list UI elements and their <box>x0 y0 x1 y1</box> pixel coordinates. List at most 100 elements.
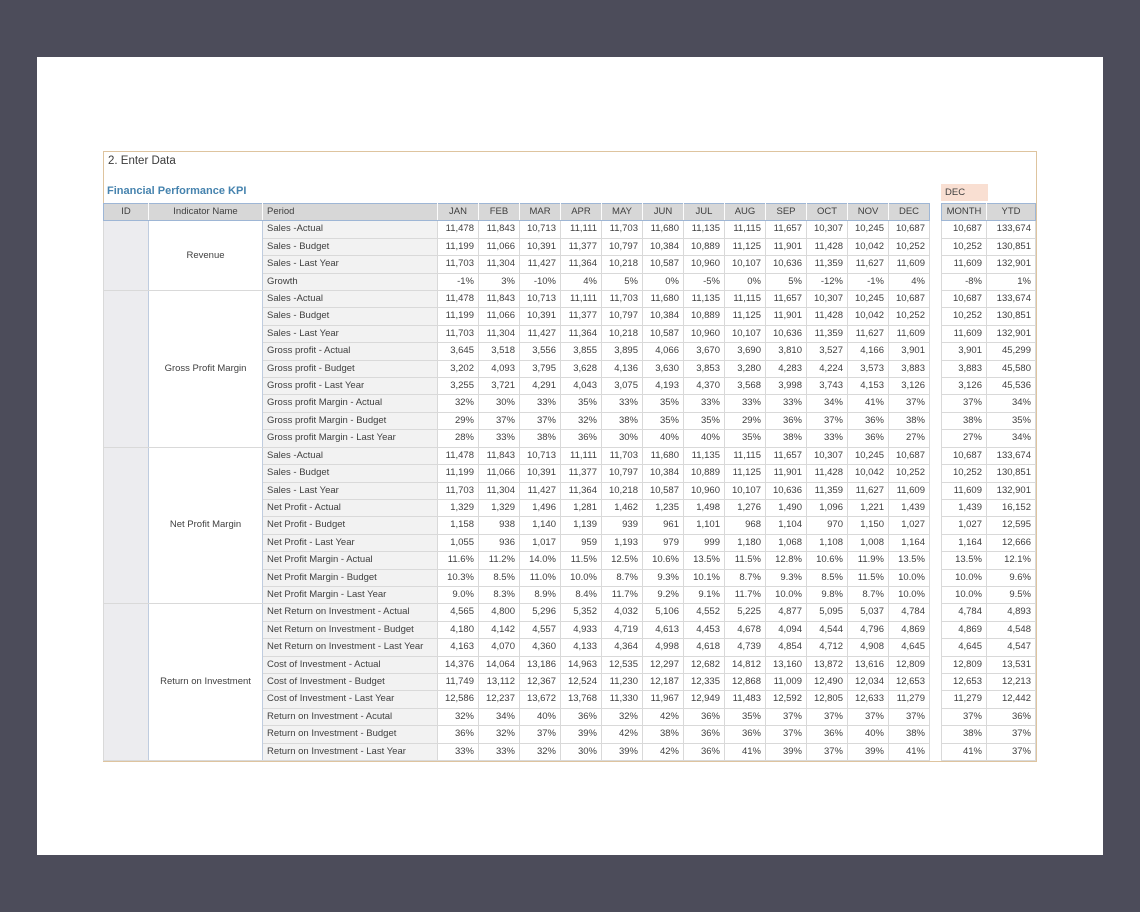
month-value-cell[interactable]: 34% <box>806 394 848 413</box>
month-value-cell[interactable]: 3,573 <box>847 359 889 379</box>
month-value-cell[interactable]: 11,364 <box>560 324 602 344</box>
month-value-cell[interactable]: 10.1% <box>683 568 725 587</box>
month-value-cell[interactable]: 11,428 <box>806 464 848 483</box>
month-value-cell[interactable]: 8.9% <box>519 585 561 605</box>
month-value-cell[interactable]: 36% <box>847 429 889 448</box>
month-value-cell[interactable]: 9.3% <box>765 568 807 587</box>
month-value-cell[interactable]: 10,252 <box>888 307 930 326</box>
month-value-cell[interactable]: 35% <box>642 411 684 431</box>
month-value-cell[interactable]: 1,017 <box>519 533 561 553</box>
month-value-cell[interactable]: 40% <box>683 429 725 448</box>
month-value-cell[interactable]: 3,527 <box>806 342 848 361</box>
month-value-cell[interactable]: 30% <box>601 429 643 448</box>
month-value-cell[interactable]: 41% <box>847 394 889 413</box>
month-value-cell[interactable]: 11,115 <box>724 290 766 309</box>
month-value-cell[interactable]: 9.1% <box>683 585 725 605</box>
month-value-cell[interactable]: 4,544 <box>806 620 848 640</box>
month-value-cell[interactable]: 11.0% <box>519 568 561 587</box>
month-value-cell[interactable]: 39% <box>560 725 602 744</box>
month-value-cell[interactable]: 11,967 <box>642 690 684 709</box>
month-value-cell[interactable]: 4,136 <box>601 359 643 379</box>
month-value-cell[interactable]: 3,075 <box>601 377 643 396</box>
month-value-cell[interactable]: 11.9% <box>847 551 889 570</box>
month-value-cell[interactable]: 11,627 <box>847 255 889 274</box>
month-value-cell[interactable]: 11,125 <box>724 307 766 326</box>
month-value-cell[interactable]: 41% <box>724 742 766 762</box>
month-value-cell[interactable]: 36% <box>806 725 848 744</box>
month-value-cell[interactable]: 11,359 <box>806 324 848 344</box>
month-value-cell[interactable]: 35% <box>724 707 766 727</box>
month-value-cell[interactable]: 10.3% <box>437 568 479 587</box>
month-value-cell[interactable]: 938 <box>478 516 520 535</box>
month-value-cell[interactable]: 33% <box>765 394 807 413</box>
month-value-cell[interactable]: 9.2% <box>642 585 684 605</box>
month-value-cell[interactable]: 4,364 <box>601 638 643 657</box>
month-value-cell[interactable]: 5% <box>601 272 643 292</box>
month-value-cell[interactable]: 0% <box>642 272 684 292</box>
month-value-cell[interactable]: 12,335 <box>683 672 725 692</box>
month-value-cell[interactable]: 14.0% <box>519 551 561 570</box>
month-value-cell[interactable]: 10,218 <box>601 255 643 274</box>
month-value-cell[interactable]: 30% <box>478 394 520 413</box>
month-value-cell[interactable]: 11,009 <box>765 672 807 692</box>
month-value-cell[interactable]: 11,135 <box>683 290 725 309</box>
month-value-cell[interactable]: 11,230 <box>601 672 643 692</box>
month-value-cell[interactable]: 10,252 <box>888 464 930 483</box>
month-value-cell[interactable]: 37% <box>478 411 520 431</box>
month-value-cell[interactable]: 38% <box>519 429 561 448</box>
month-value-cell[interactable]: 12,237 <box>478 690 520 709</box>
month-value-cell[interactable]: 13,616 <box>847 655 889 674</box>
month-value-cell[interactable]: 1,068 <box>765 533 807 553</box>
month-value-cell[interactable]: 11,364 <box>560 481 602 500</box>
month-value-cell[interactable]: 36% <box>560 429 602 448</box>
month-value-cell[interactable]: 33% <box>683 394 725 413</box>
month-value-cell[interactable]: 10,107 <box>724 481 766 500</box>
month-value-cell[interactable]: 4,283 <box>765 359 807 379</box>
month-value-cell[interactable]: 9.0% <box>437 585 479 605</box>
month-value-cell[interactable]: 979 <box>642 533 684 553</box>
month-value-cell[interactable]: 9.3% <box>642 568 684 587</box>
month-value-cell[interactable]: 11,364 <box>560 255 602 274</box>
month-value-cell[interactable]: 10,960 <box>683 481 725 500</box>
month-value-cell[interactable]: 37% <box>847 707 889 727</box>
month-value-cell[interactable]: 10.0% <box>888 568 930 587</box>
month-value-cell[interactable]: 4,998 <box>642 638 684 657</box>
month-value-cell[interactable]: 4,153 <box>847 377 889 396</box>
month-value-cell[interactable]: 11,115 <box>724 220 766 239</box>
month-value-cell[interactable]: 11,427 <box>519 324 561 344</box>
month-value-cell[interactable]: 3,853 <box>683 359 725 379</box>
month-value-cell[interactable]: -1% <box>437 272 479 292</box>
month-value-cell[interactable]: 968 <box>724 516 766 535</box>
month-value-cell[interactable]: 10,307 <box>806 446 848 466</box>
month-value-cell[interactable]: 1,439 <box>888 498 930 518</box>
month-value-cell[interactable]: 5,037 <box>847 603 889 622</box>
month-value-cell[interactable]: 10,107 <box>724 255 766 274</box>
month-value-cell[interactable]: 14,812 <box>724 655 766 674</box>
month-value-cell[interactable]: 35% <box>724 429 766 448</box>
month-value-cell[interactable]: 11,843 <box>478 290 520 309</box>
month-value-cell[interactable]: 3,126 <box>888 377 930 396</box>
month-value-cell[interactable]: 11,680 <box>642 446 684 466</box>
month-value-cell[interactable]: 11,135 <box>683 446 725 466</box>
month-value-cell[interactable]: 13.5% <box>683 551 725 570</box>
month-value-cell[interactable]: 1,164 <box>888 533 930 553</box>
month-value-cell[interactable]: 3,628 <box>560 359 602 379</box>
month-value-cell[interactable]: 4,224 <box>806 359 848 379</box>
month-value-cell[interactable]: 35% <box>560 394 602 413</box>
month-value-cell[interactable]: 1,329 <box>478 498 520 518</box>
month-value-cell[interactable]: 11,478 <box>437 446 479 466</box>
month-value-cell[interactable]: 10,391 <box>519 237 561 257</box>
month-value-cell[interactable]: 29% <box>724 411 766 431</box>
month-value-cell[interactable]: 12,592 <box>765 690 807 709</box>
month-value-cell[interactable]: 11,843 <box>478 446 520 466</box>
month-value-cell[interactable]: 11,135 <box>683 220 725 239</box>
month-value-cell[interactable]: 13.5% <box>888 551 930 570</box>
month-value-cell[interactable]: 37% <box>806 411 848 431</box>
month-value-cell[interactable]: 3,518 <box>478 342 520 361</box>
month-value-cell[interactable]: 4,613 <box>642 620 684 640</box>
month-value-cell[interactable]: 32% <box>560 411 602 431</box>
month-value-cell[interactable]: 10.0% <box>888 585 930 605</box>
month-value-cell[interactable]: 3,883 <box>888 359 930 379</box>
month-value-cell[interactable]: 4,784 <box>888 603 930 622</box>
month-value-cell[interactable]: 35% <box>642 394 684 413</box>
